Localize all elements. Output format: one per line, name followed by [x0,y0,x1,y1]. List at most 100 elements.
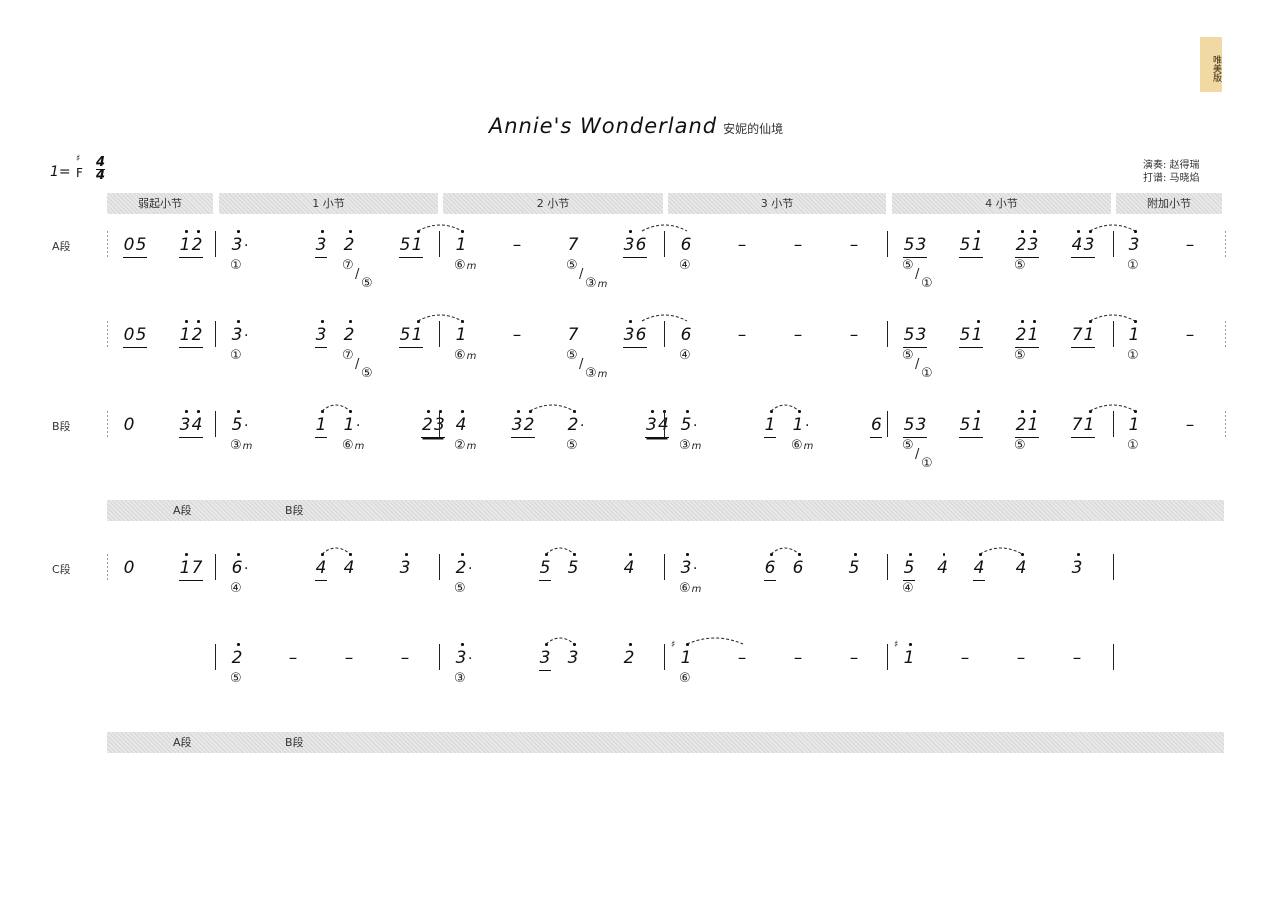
note-group: 71 [1071,410,1095,438]
barline [1225,231,1227,257]
note-digit: – [793,325,803,345]
note-group: – [399,648,411,670]
note-group: – [736,235,748,257]
note: 53 [903,325,927,348]
minor-mark: m [597,279,608,290]
note-digit: 1 [455,320,467,345]
sustain-dash: – [736,235,748,257]
note: 23 [1015,230,1039,258]
header-bar-segment: 3 小节 [668,193,886,214]
sustain-dash: – [848,648,860,670]
note-digit: 7 [567,235,579,255]
title-chinese: 安妮的仙境 [723,122,784,136]
note-group: – [848,325,860,347]
fingering: ① [1127,349,1139,363]
barline [887,644,889,670]
fingering: ④ [230,582,242,596]
note-group: – [511,325,523,347]
note-group: 4 [973,553,985,581]
note-digit: – [737,235,747,255]
barline [664,644,666,670]
note-digit: – [512,325,522,345]
note-digit: 4 [937,553,948,578]
note: 7 [567,235,579,257]
string-number: ⑥ [454,258,466,273]
sustain-dash: – [1184,325,1196,347]
note-group: – [792,325,804,347]
time-denominator: 4 [96,168,106,183]
augmentation-dot: · [693,561,698,577]
note: 6 [792,553,804,580]
note-digit: 2 [343,230,355,255]
score-row: 0 17 6 · ④ 4 4 3 2 · ⑤ 5 5 4 3 · ⑥m 6 6 5 5 ④ 4 4 4 3 [0,553,1272,638]
note: 43 [1071,230,1095,258]
tie-arc [770,547,800,555]
note-digit: 3 [1128,230,1140,255]
minor-mark: m [803,441,814,452]
note: 1 [1128,320,1140,347]
sustain-dash: – [848,325,860,347]
note-group: 1 [1128,320,1140,347]
string-number: ⑦ [342,348,354,363]
note: 7 [567,325,579,347]
note: 51 [959,410,983,438]
note: 6 [764,553,776,581]
string-number-lower: ① [921,457,933,471]
note-group: 2 [455,553,467,580]
slash-mark: / [579,357,584,372]
note: 21 [1015,410,1039,438]
note-group: – [1184,235,1196,257]
fingering: ⑥m [791,439,813,453]
note: ♯ 1 [894,640,915,670]
note-digit: 2 [421,410,433,435]
string-number: ③ [454,671,466,686]
minor-mark: m [466,261,477,272]
note-digit: 1 [1027,410,1039,435]
note: 3 [539,643,551,671]
note-digit: 3 [915,415,927,435]
minor-mark: m [691,584,702,595]
note-digit: – [793,648,803,668]
note-group: 4 [623,553,635,580]
note: 3 · [231,320,249,347]
slash-mark: / [355,357,360,372]
string-number: ⑦ [342,258,354,273]
note-group: – [792,648,804,670]
note-group: 12 [179,320,203,348]
fingering: ⑤ [1014,439,1026,453]
string-number-lower: ⑤ [361,367,373,381]
barline [215,411,217,437]
note-digit: 1 [680,643,692,668]
note-group: 34 [179,410,203,438]
minor-mark: m [466,351,477,362]
note-group: 51 [959,230,983,258]
note: 5 · [231,410,248,437]
note-digit: 3 [1027,230,1039,255]
note: 51 [399,230,423,258]
note: 3 · [455,643,472,670]
note-digit: 6 [680,235,692,255]
fingering: ⑥ [679,672,691,686]
note-digit: 3 [623,320,635,345]
note-group: 51 [959,410,983,438]
barline [107,554,109,580]
sustain-dash: – [792,235,804,257]
note-digit: 1 [411,230,423,255]
section-bar-label: B段 [285,736,304,749]
augmentation-dot: · [244,328,249,344]
note-group: 43 [1071,230,1095,258]
note-group: – [511,235,523,257]
note-group: 3 [399,553,411,580]
section-bar: A段 B段 [107,500,1224,521]
note: 1 [455,230,467,257]
string-number: ③ [585,366,597,381]
note: 4 [623,553,635,580]
note-digit: 1 [1128,410,1140,435]
note-group: – [1071,648,1083,670]
string-number: ⑤ [230,671,242,686]
note-digit: 1 [764,410,776,435]
transcriber-credit: 打谱: 马晓焰 [1143,173,1200,184]
barline [1113,644,1115,670]
augmentation-dot: · [693,418,698,434]
note-group: – [848,235,860,257]
